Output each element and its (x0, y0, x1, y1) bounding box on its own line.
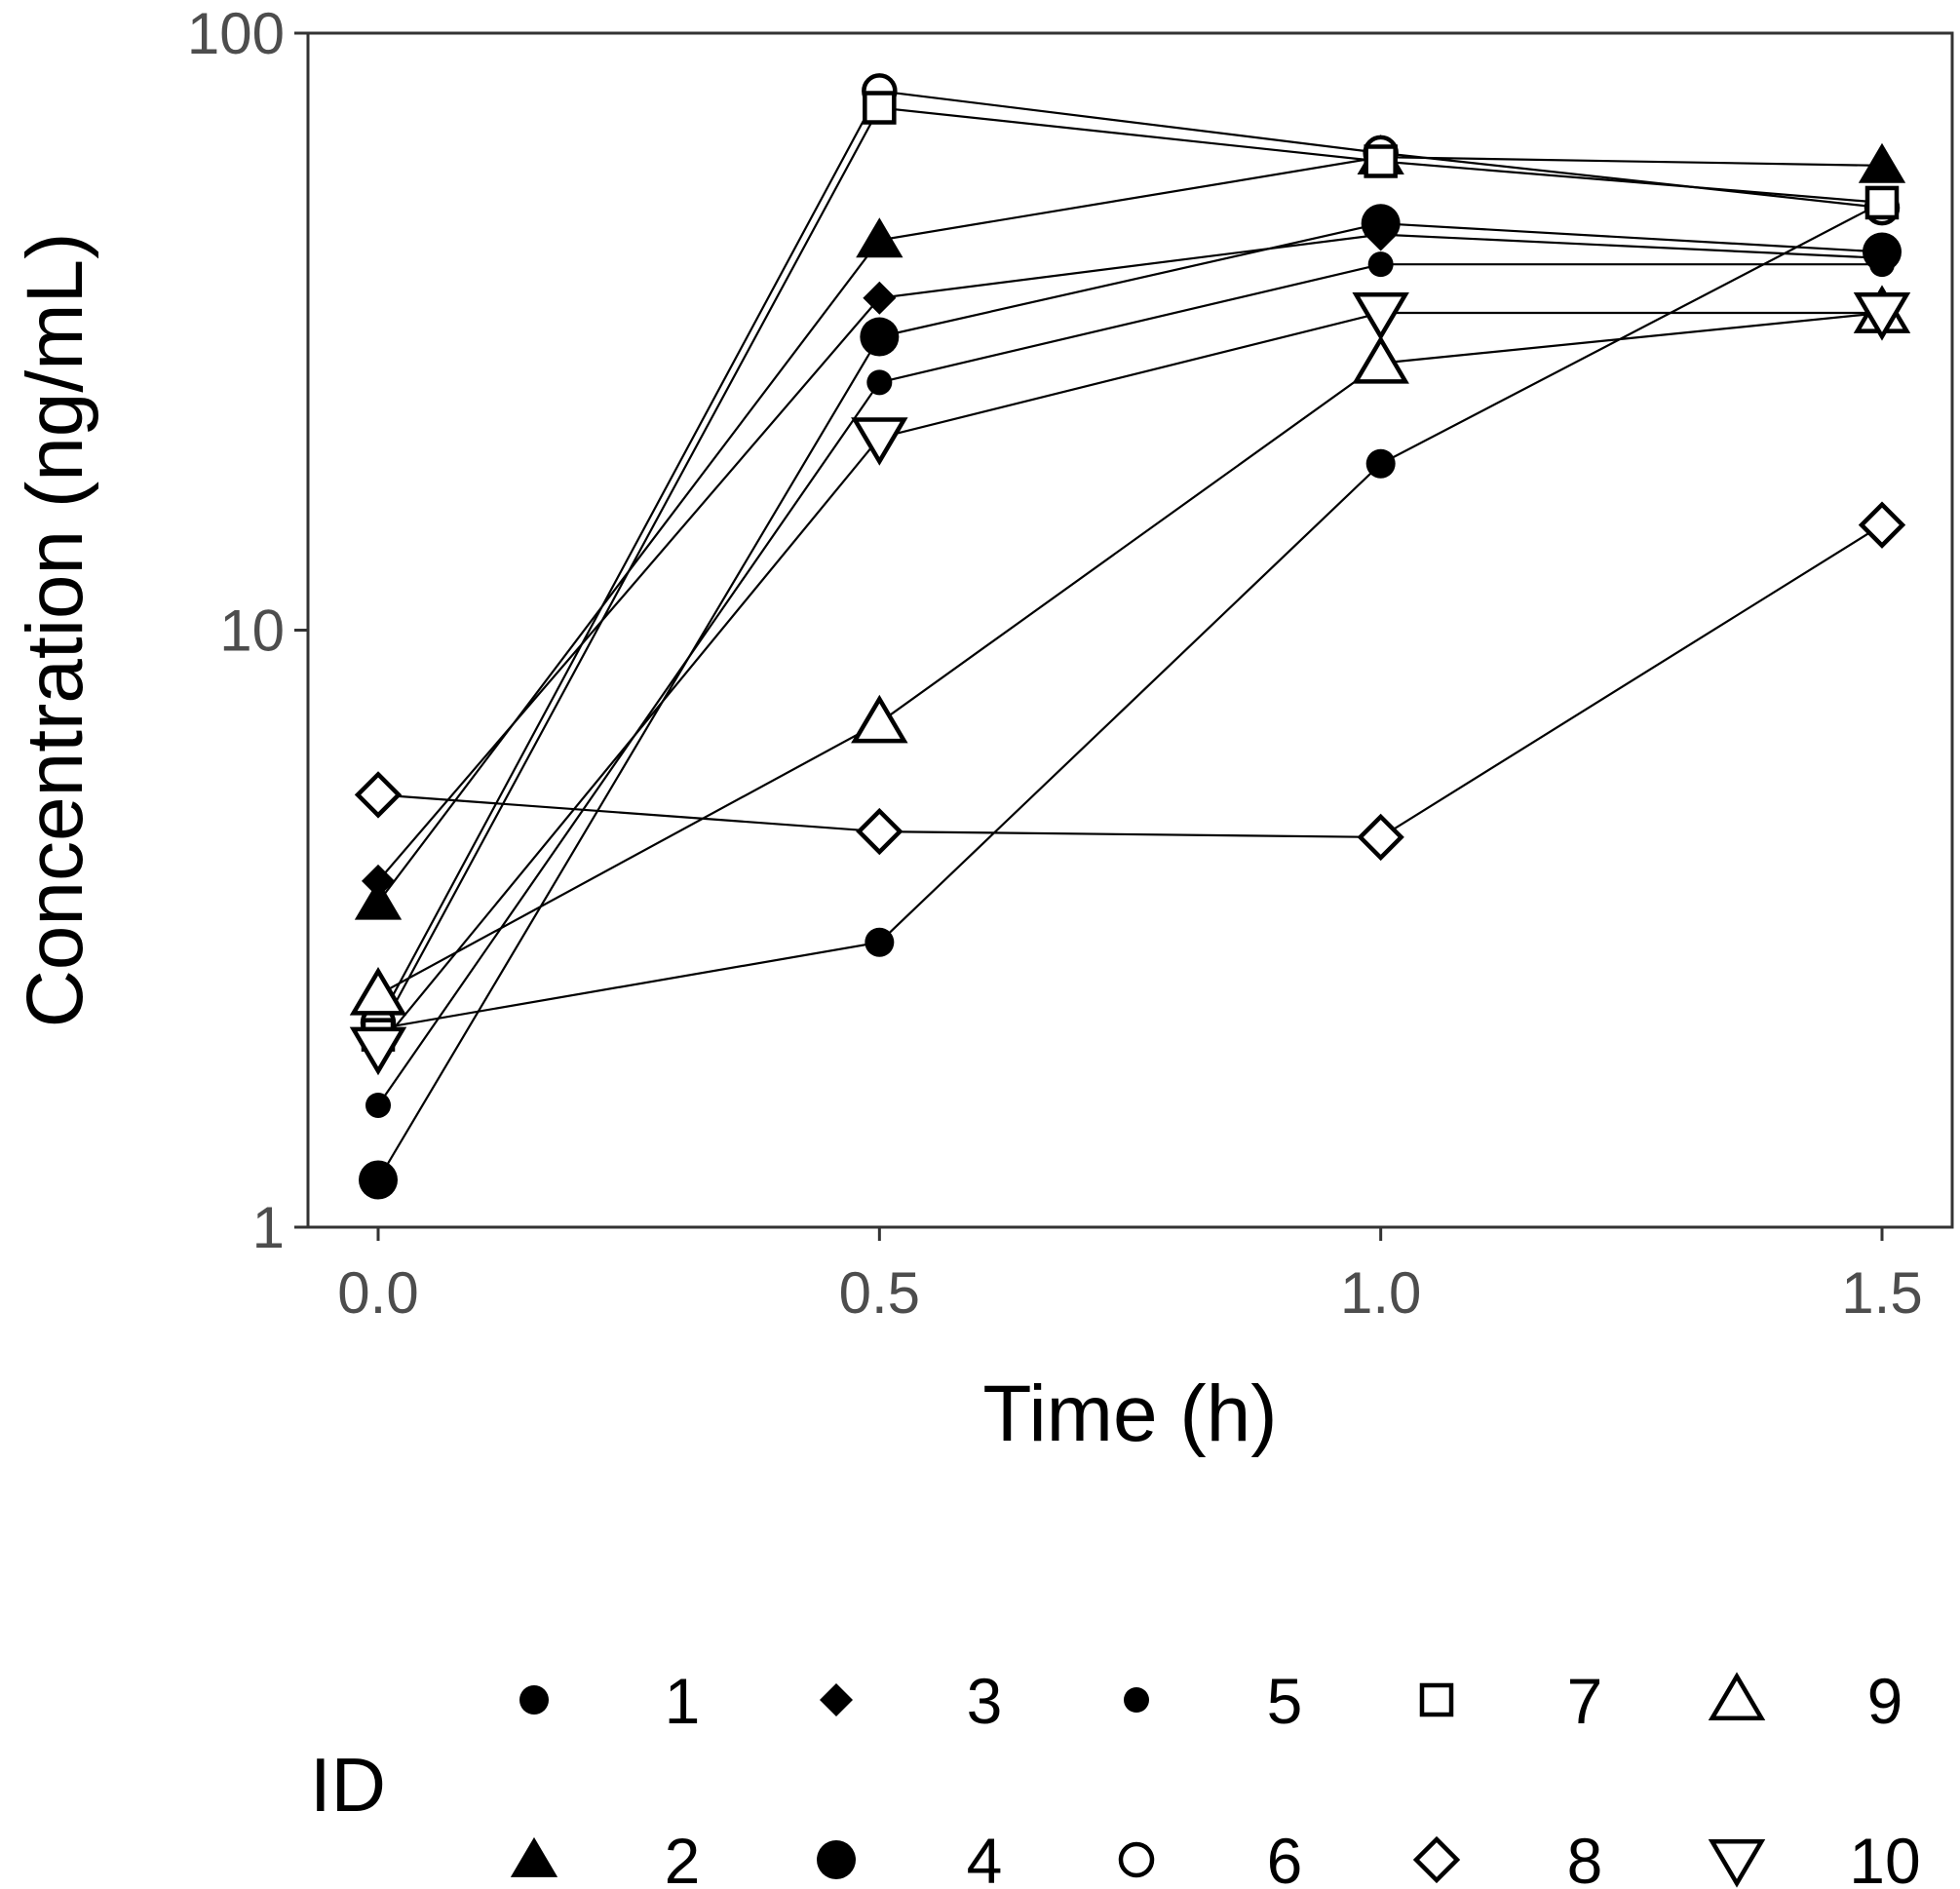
series-line-id-10 (377, 311, 1882, 1049)
y-tick-label: 1 (252, 1195, 285, 1260)
legend-key-id-5 (1124, 1687, 1149, 1713)
y-tick-label: 100 (187, 1, 285, 66)
x-axis-title: Time (h) (982, 1369, 1277, 1458)
data-point-id-8 (1858, 501, 1906, 549)
data-point-id-7 (1864, 185, 1900, 220)
plot-panel-border (306, 31, 1954, 1229)
y-axis-title: Concentration (ng/mL) (11, 233, 99, 1028)
legend-key-id-8 (1412, 1835, 1461, 1884)
data-point-id-4 (1361, 204, 1401, 244)
legend-entry-id-5: 5 (1124, 1665, 1302, 1737)
legend-key-id-2 (510, 1836, 558, 1877)
series-line-id-9 (377, 311, 1883, 996)
data-point-id-3 (863, 281, 897, 315)
legend-label-id-1: 1 (665, 1665, 701, 1737)
x-tick-label: 0.0 (337, 1260, 418, 1326)
data-point-id-2 (856, 217, 903, 258)
legend-entry-id-3: 3 (820, 1665, 1002, 1737)
legend-key-id-4 (817, 1840, 856, 1879)
axes: 0.0 0.5 1.0 1.5 1 10 100 (187, 1, 1923, 1326)
data-point-id-1 (865, 927, 895, 957)
data-point-id-5 (1868, 251, 1895, 278)
data-point-id-5 (1367, 251, 1394, 278)
data-point-id-9 (851, 694, 908, 744)
data-point-id-10 (1352, 292, 1409, 341)
legend-label-id-7: 7 (1567, 1665, 1603, 1737)
legend-entry-id-4: 4 (817, 1825, 1002, 1889)
data-point-id-8 (1357, 813, 1404, 862)
data-point-id-2 (354, 879, 403, 920)
legend-entry-id-10: 10 (1708, 1825, 1921, 1889)
legend-entry-id-9: 9 (1708, 1665, 1903, 1737)
legend-title: ID (310, 1742, 386, 1828)
legend-label-id-4: 4 (967, 1825, 1003, 1889)
series-line-id-1 (377, 201, 1883, 1030)
legend-entry-id-7: 7 (1419, 1665, 1603, 1737)
data-point-id-10 (349, 1026, 407, 1076)
data-point-id-1 (1365, 448, 1396, 479)
legend-key-id-7 (1419, 1682, 1454, 1717)
legend-key-id-6 (1118, 1841, 1155, 1878)
series-line-id-2 (377, 156, 1883, 904)
legend-label-id-10: 10 (1849, 1825, 1920, 1889)
data-point-id-9 (1352, 334, 1409, 384)
legend: ID 1 2 3 4 5 6 7 8 9 10 (310, 1665, 1921, 1889)
data-point-id-7 (863, 91, 897, 125)
x-tick-label: 1.5 (1841, 1260, 1922, 1326)
data-point-id-2 (1858, 142, 1906, 183)
series-line-id-3 (377, 233, 1883, 882)
data-point-id-8 (856, 807, 903, 856)
data-point-id-3 (362, 864, 396, 898)
legend-key-id-3 (820, 1683, 853, 1716)
data-point-id-7 (1364, 144, 1398, 178)
legend-key-id-10 (1708, 1839, 1766, 1888)
legend-entry-id-8: 8 (1412, 1825, 1603, 1889)
y-tick-label: 10 (219, 598, 285, 664)
legend-label-id-3: 3 (967, 1665, 1003, 1737)
legend-key-id-9 (1708, 1672, 1766, 1720)
legend-entry-id-1: 1 (519, 1665, 700, 1737)
series-lines (377, 90, 1883, 1181)
legend-key-id-1 (519, 1685, 549, 1715)
data-point-id-4 (359, 1160, 399, 1200)
series-line-id-4 (377, 222, 1883, 1181)
series-line-id-8 (377, 523, 1883, 839)
legend-label-id-2: 2 (665, 1825, 701, 1889)
data-point-id-4 (860, 317, 900, 357)
legend-label-id-6: 6 (1267, 1825, 1303, 1889)
legend-label-id-9: 9 (1867, 1665, 1903, 1737)
data-point-id-5 (365, 1092, 392, 1118)
data-point-id-9 (349, 967, 407, 1016)
data-point-id-10 (851, 417, 908, 466)
legend-entry-id-6: 6 (1118, 1825, 1303, 1889)
x-tick-label: 1.0 (1340, 1260, 1421, 1326)
series-markers (349, 73, 1911, 1200)
legend-entry-id-2: 2 (510, 1825, 701, 1889)
series-line-id-5 (377, 263, 1882, 1106)
series-line-id-6 (377, 90, 1883, 1023)
data-point-id-10 (1853, 292, 1911, 341)
legend-label-id-8: 8 (1567, 1825, 1603, 1889)
x-tick-label: 0.5 (839, 1260, 920, 1326)
series-line-id-7 (377, 106, 1883, 1036)
legend-label-id-5: 5 (1267, 1665, 1303, 1737)
data-point-id-8 (354, 771, 403, 819)
data-point-id-5 (866, 369, 893, 396)
